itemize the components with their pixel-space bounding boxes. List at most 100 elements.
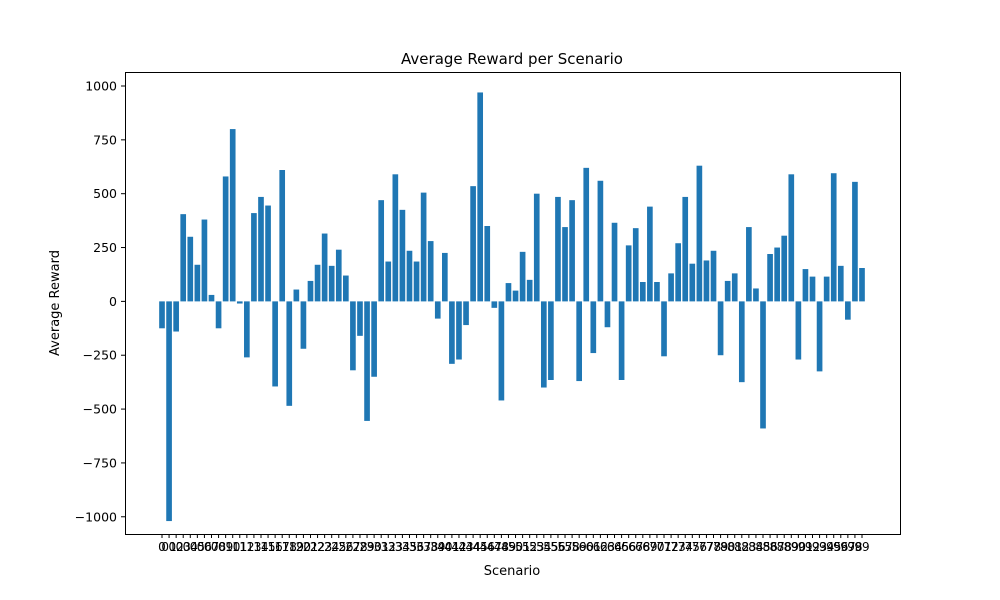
bar: [618, 301, 625, 380]
x-tick-label: 16: [267, 540, 282, 554]
bar: [350, 301, 356, 371]
bar: [251, 213, 257, 302]
bar: [456, 301, 462, 360]
bar: [696, 165, 703, 302]
bar: [597, 180, 604, 302]
x-tick-label: 35: [402, 540, 417, 554]
bar: [562, 227, 568, 302]
bar: [286, 301, 293, 406]
bar: [823, 276, 830, 302]
x-tick-label: 75: [685, 540, 700, 554]
x-tick-label: 80: [720, 540, 735, 554]
bar: [604, 301, 611, 328]
x-tick-label: 63: [600, 540, 615, 554]
x-tick-label: 79: [713, 540, 728, 554]
x-tick-label: 18: [282, 540, 297, 554]
x-tick-label: 04: [183, 540, 198, 554]
x-tick-label: 11: [232, 540, 247, 554]
x-tick-label: 10: [225, 540, 240, 554]
x-tick-label: 42: [451, 540, 466, 554]
x-tick-label: 74: [678, 540, 693, 554]
bar: [180, 214, 187, 302]
x-tick-label: 26: [338, 540, 353, 554]
x-tick-label: 76: [692, 540, 707, 554]
plot-frame: [125, 72, 901, 535]
x-tick-label: 39: [430, 540, 445, 554]
x-tick-label: 73: [671, 540, 686, 554]
bar: [767, 254, 773, 302]
bar: [731, 273, 738, 302]
bar: [548, 301, 554, 380]
x-tick-label: 82: [734, 540, 749, 554]
bar: [399, 209, 406, 302]
bar: [675, 243, 681, 302]
x-tick-label: 09: [218, 540, 233, 554]
bar: [519, 251, 526, 302]
x-tick-label: 27: [345, 540, 360, 554]
bar: [222, 176, 229, 302]
x-tick-label: 57: [557, 540, 572, 554]
bar: [491, 301, 498, 308]
y-axis-label: Average Reward: [48, 250, 63, 356]
x-tick-label: 84: [748, 540, 763, 554]
bar: [321, 233, 328, 302]
x-tick-label: 72: [663, 540, 678, 554]
x-tick-label: 33: [388, 540, 403, 554]
bar: [314, 264, 321, 302]
x-tick-label: 22: [310, 540, 325, 554]
x-tick-label: 03: [176, 540, 191, 554]
bar: [420, 192, 427, 302]
bar: [229, 129, 236, 302]
x-tick-label: 31: [374, 540, 389, 554]
x-tick-label: 49: [501, 540, 516, 554]
bar: [279, 170, 286, 302]
x-tick-label: 44: [465, 540, 480, 554]
x-tick-label: 29: [359, 540, 374, 554]
x-tick-label: 67: [628, 540, 643, 554]
bar: [470, 186, 476, 302]
bar: [258, 196, 264, 302]
x-tick-label: 66: [621, 540, 636, 554]
x-tick-label: 86: [762, 540, 777, 554]
bar: [583, 167, 590, 302]
bar: [809, 276, 816, 302]
bar: [795, 301, 802, 360]
y-tick-label: −500: [83, 402, 117, 417]
x-tick-label: 24: [324, 540, 339, 554]
x-tick-label: 07: [204, 540, 219, 554]
bar: [449, 301, 455, 364]
x-tick-label: 93: [812, 540, 827, 554]
x-tick-label: 36: [409, 540, 424, 554]
x-tick-label: 61: [586, 540, 601, 554]
x-tick-label: 90: [791, 540, 806, 554]
bar: [859, 268, 865, 302]
x-tick-label: 13: [246, 540, 261, 554]
x-tick-label: 59: [572, 540, 587, 554]
bar: [201, 219, 208, 302]
x-tick-label: 12: [239, 540, 254, 554]
bar: [845, 301, 851, 320]
bar: [173, 301, 179, 332]
x-tick-label: 89: [784, 540, 799, 554]
bar: [661, 301, 667, 357]
x-tick-label: 83: [741, 540, 756, 554]
x-tick-label: 56: [550, 540, 565, 554]
bar: [392, 174, 399, 302]
x-tick-label: 47: [487, 540, 502, 554]
bar: [406, 250, 413, 302]
bar: [555, 196, 561, 302]
x-tick-label: 25: [331, 540, 346, 554]
bar: [385, 261, 392, 302]
x-tick-label: 15: [260, 540, 275, 554]
bar: [307, 280, 314, 302]
bar: [830, 173, 837, 302]
x-tick-label: 62: [593, 540, 608, 554]
bar: [611, 222, 618, 302]
bar: [760, 301, 766, 429]
bar: [328, 265, 335, 302]
bar: [498, 301, 505, 401]
x-tick-label: 53: [529, 540, 544, 554]
bar: [710, 250, 717, 302]
y-tick-label: −1000: [75, 509, 117, 524]
y-axis: 1000 750 500 250 0 −250 −500 −750 −1000: [75, 79, 125, 524]
